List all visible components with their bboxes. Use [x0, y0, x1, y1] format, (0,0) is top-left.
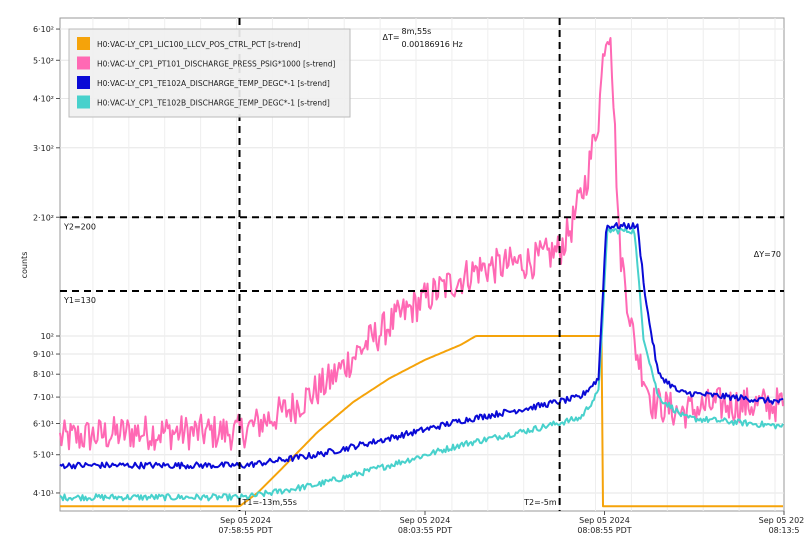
y-tick-label: 4·10¹	[33, 489, 54, 498]
delta-y-label: ΔY=70	[754, 250, 781, 259]
series-line-1	[60, 335, 783, 508]
series-line-4	[59, 226, 784, 502]
vertical-cursor-label: T1=-13m,55s	[242, 498, 297, 507]
delta-t-value: 8m,55s	[402, 27, 432, 36]
legend-swatch	[77, 56, 90, 70]
legend-entry: H0:VAC-LY_CP1_LIC100_LLCV_POS_CTRL_PCT […	[97, 40, 301, 49]
vertical-cursor-label: T2=-5m	[523, 498, 557, 507]
series-line-2	[59, 37, 784, 451]
series-line-3	[59, 222, 784, 470]
y-tick-label: 2·10²	[33, 213, 54, 222]
delta-t-prefix: ΔT=	[382, 33, 399, 42]
legend-entry: H0:VAC-LY_CP1_TE102B_DISCHARGE_TEMP_DEGC…	[97, 99, 330, 108]
y-tick-label: 10²	[41, 332, 54, 341]
y-tick-label: 5·10²	[33, 56, 54, 65]
y-tick-label: 5·10¹	[33, 451, 54, 460]
x-tick-date: Sep 05 2024	[579, 516, 630, 525]
x-tick-date: Sep 05 2024	[759, 516, 804, 525]
horizontal-cursor-label: Y2=200	[63, 222, 96, 231]
delta-t-frequency: 0.00186916 Hz	[402, 40, 463, 49]
y-tick-label: 7·10¹	[33, 393, 54, 402]
x-tick-time: 08:13:5	[769, 526, 800, 535]
y-axis-label: counts	[20, 252, 29, 279]
y-axis-ticks: 4·10¹ 5·10¹ 6·10¹ 7·10¹ 8·10¹ 9·10¹ 10² 2·10² 3·…	[33, 25, 60, 498]
x-tick-date: Sep 05 2024	[220, 516, 271, 525]
y-tick-label: 6·10²	[33, 25, 54, 34]
legend: H0:VAC-LY_CP1_LIC100_LLCV_POS_CTRL_PCT […	[68, 28, 351, 118]
horizontal-cursor-label: Y1=130	[63, 296, 96, 305]
y-tick-label: 3·10²	[33, 144, 54, 153]
series-lines	[59, 37, 784, 508]
legend-entry: H0:VAC-LY_CP1_PT101_DISCHARGE_PRESS_PSIG…	[97, 60, 336, 69]
legend-swatch	[77, 76, 90, 89]
y-tick-label: 8·10¹	[33, 370, 54, 379]
x-tick-date: Sep 05 2024	[400, 516, 451, 525]
legend-box	[68, 28, 351, 118]
cursors[interactable]: T1=-13m,55s T2=-5m Y2=200 Y1=130 ΔT=8m,55s 0.…	[60, 18, 784, 511]
y-tick-label: 9·10¹	[33, 350, 54, 359]
y-tick-label: 4·10²	[33, 95, 54, 104]
x-tick-time: 07:58:55 PDT	[218, 526, 272, 535]
legend-entry: H0:VAC-LY_CP1_TE102A_DISCHARGE_TEMP_DEGC…	[97, 79, 330, 88]
x-tick-time: 08:08:55 PDT	[577, 526, 631, 535]
legend-swatch	[77, 95, 90, 109]
legend-swatch	[77, 37, 90, 50]
x-tick-time: 08:03:55 PDT	[398, 526, 452, 535]
y-tick-label: 6·10¹	[33, 419, 54, 428]
